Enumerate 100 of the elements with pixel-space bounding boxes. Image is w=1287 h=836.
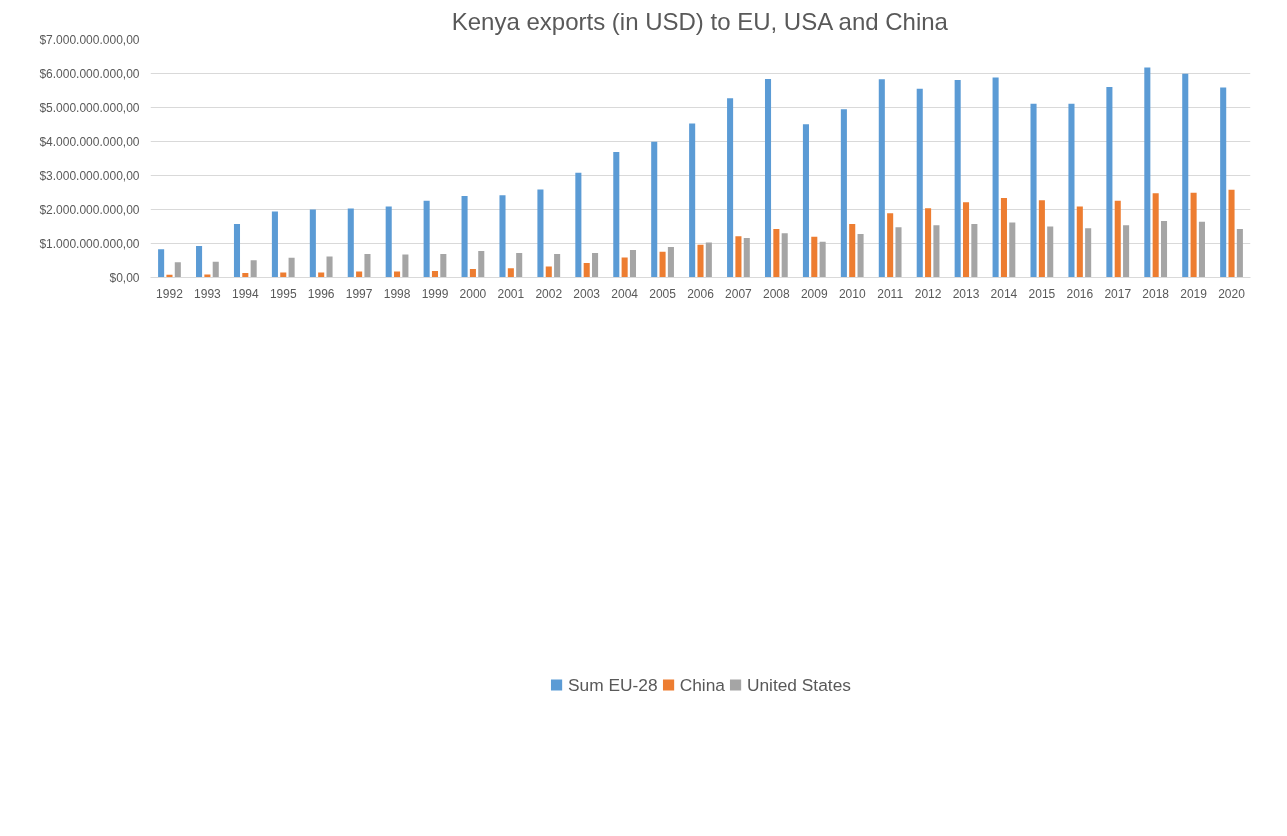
bar [204,274,211,278]
bar [318,272,325,278]
y-tick-label: $7.000.000.000,00 [39,32,140,47]
bar [478,250,485,278]
bar [764,78,772,278]
x-tick-label: 2008 [763,286,791,301]
x-tick-label: 1993 [194,286,222,301]
bar [507,268,514,278]
bar [196,245,203,278]
bar [1144,67,1151,278]
bar [1076,206,1083,278]
bar [158,249,165,278]
x-tick-label: 2019 [1180,286,1208,301]
legend-label: Sum EU-28 [568,674,658,696]
x-tick-label: 2020 [1218,286,1246,301]
bar [925,208,932,278]
bar [1190,192,1197,278]
bar [962,202,970,278]
bar [840,109,847,278]
bar [174,262,181,278]
bar [727,98,734,278]
bar [857,233,864,278]
x-tick-label: 2004 [611,286,639,301]
bar [659,251,666,278]
y-tick-label: $2.000.000.000,00 [39,202,140,217]
bar [233,224,241,278]
x-tick-label: 2010 [838,286,866,301]
bar [613,152,620,278]
x-tick-label: 2007 [725,286,753,301]
bar [364,254,371,278]
x-tick-label: 2001 [497,286,525,301]
chart-title: Kenya exports (in USD) to EU, USA and China [451,7,949,35]
y-tick-label: $0,00 [109,270,140,285]
bar [1106,87,1113,278]
bar [887,213,894,278]
x-tick-label: 1996 [307,286,335,301]
bar [1009,222,1016,278]
bar [895,227,902,278]
bar [705,242,712,278]
bar [583,262,590,278]
bar [554,254,561,278]
bar [1123,225,1130,278]
bar [1085,228,1092,278]
bar [516,253,523,278]
legend-label: China [679,674,725,696]
bar [1152,193,1159,278]
bar [743,238,750,278]
bar [811,236,818,278]
x-tick-label: 1992 [156,286,184,301]
bar [1114,200,1121,278]
x-tick-label: 2012 [914,286,942,301]
bar [697,244,704,278]
bar [651,141,658,278]
y-tick-label: $4.000.000.000,00 [39,134,140,149]
bar [347,208,354,278]
bar [309,209,316,278]
bar [629,249,637,278]
bar [326,256,333,278]
bar [1182,73,1189,278]
x-tick-label: 1998 [383,286,411,301]
bar [592,253,599,278]
x-tick-label: 2011 [877,286,904,301]
bar [1047,226,1054,278]
bar [402,254,409,278]
x-tick-label: 2000 [459,286,487,301]
bar [545,266,552,278]
bar [356,271,363,278]
bar [1228,189,1235,278]
bar [819,241,826,278]
x-tick-label: 1997 [345,286,373,301]
bar [1030,103,1037,278]
bar [431,271,439,278]
bar [440,254,447,278]
bar [971,224,978,278]
x-tick-label: 2018 [1142,286,1170,301]
x-tick-label: 1995 [269,286,297,301]
bar [280,272,287,278]
bar [735,236,742,278]
y-tick-label: $1.000.000.000,00 [39,236,140,251]
bar [1000,197,1007,278]
bar [423,200,430,278]
x-tick-label: 2003 [573,286,601,301]
bar [250,260,257,278]
bar [1236,228,1243,278]
bar [916,88,923,278]
bar [469,269,476,278]
bar [537,189,544,278]
bar [933,225,940,278]
x-tick-label: 2013 [952,286,980,301]
bar [271,211,278,278]
x-tick-label: 2017 [1104,286,1132,301]
bar [849,224,856,278]
legend-label: United States [746,674,851,696]
bar [212,261,219,278]
bar [394,271,401,278]
bar [621,257,628,278]
x-tick-label: 2016 [1066,286,1094,301]
x-tick-label: 1999 [421,286,449,301]
bar [1198,221,1205,278]
bar [667,246,674,278]
